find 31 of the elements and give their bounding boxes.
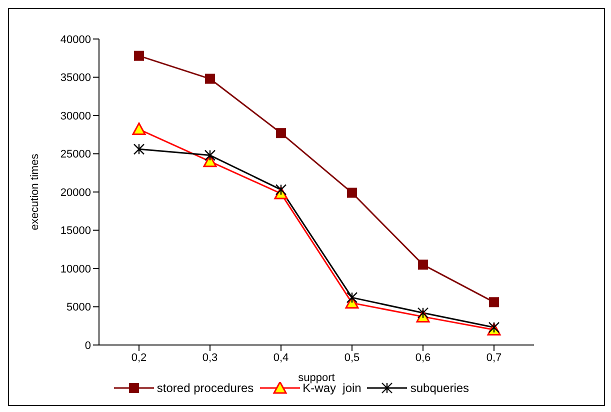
point xyxy=(276,128,286,138)
point xyxy=(205,74,215,84)
x-tick-label: 0,7 xyxy=(486,352,502,364)
x-tick-label: 0,4 xyxy=(273,352,289,364)
point xyxy=(275,184,287,196)
point xyxy=(204,150,216,161)
legend-label: stored procedures xyxy=(156,381,254,395)
y-axis-title: execution times xyxy=(28,153,41,230)
y-tick-label: 30000 xyxy=(60,110,91,122)
x-tick-label: 0,5 xyxy=(344,352,360,364)
x-tick-label: 0,6 xyxy=(415,352,431,364)
y-tick-label: 25000 xyxy=(60,148,91,161)
point xyxy=(132,122,146,136)
y-tick-label: 5000 xyxy=(66,302,91,314)
legend-label: subqueries xyxy=(410,381,470,395)
point xyxy=(133,144,145,155)
y-tick-label: 20000 xyxy=(60,186,91,199)
point xyxy=(347,188,357,198)
y-tick-label: 35000 xyxy=(60,72,91,84)
x-tick-label: 0,2 xyxy=(131,352,147,364)
point xyxy=(134,50,144,61)
y-tick-label: 15000 xyxy=(60,225,91,238)
point xyxy=(418,260,428,270)
x-axis-title: support xyxy=(298,372,335,384)
point xyxy=(489,297,499,308)
y-tick-label: 40000 xyxy=(60,34,91,46)
y-tick-label: 10000 xyxy=(60,263,91,276)
point xyxy=(346,292,358,304)
point xyxy=(417,307,429,318)
y-tick-label: 0 xyxy=(84,340,91,352)
x-tick-label: 0,3 xyxy=(202,352,218,364)
